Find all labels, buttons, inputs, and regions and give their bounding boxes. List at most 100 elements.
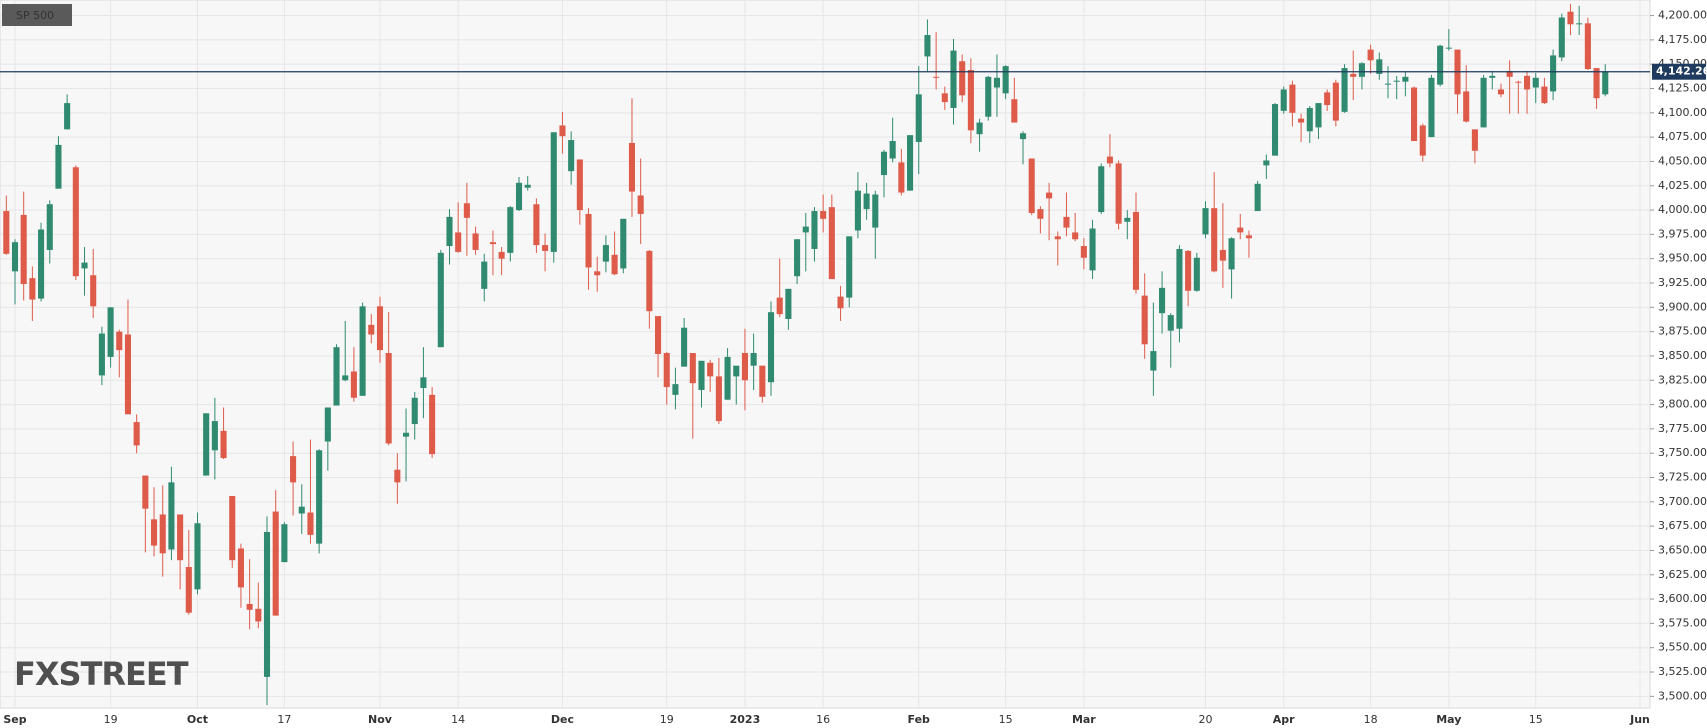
candle-body	[1046, 192, 1053, 199]
candle-body	[1419, 125, 1426, 156]
x-tick-label: 15	[1529, 713, 1543, 726]
candle-body	[1306, 107, 1313, 132]
candle-body	[1271, 104, 1279, 156]
candle-body	[38, 229, 45, 299]
candle-body	[29, 278, 36, 300]
y-tick-label: 3,600.00	[1658, 592, 1707, 605]
y-tick-label: 4,175.00	[1658, 33, 1707, 46]
candle-body	[324, 407, 331, 442]
x-tick-label: Dec	[551, 713, 574, 726]
candle-body	[1228, 238, 1235, 270]
candle-body	[298, 506, 305, 514]
candle-body	[837, 296, 844, 309]
y-tick-label: 3,675.00	[1658, 519, 1707, 532]
candle-body	[750, 353, 757, 366]
candle-body	[64, 103, 71, 130]
candle-body	[1602, 71, 1609, 95]
candle-body	[967, 70, 974, 131]
x-tick-label: Apr	[1273, 713, 1295, 726]
candle-body	[429, 394, 436, 455]
y-tick-label: 4,050.00	[1658, 154, 1707, 167]
candle-body	[985, 76, 992, 117]
candle-body	[889, 141, 896, 159]
candle-body	[776, 297, 783, 315]
candle-body	[1298, 118, 1305, 123]
candle-body	[394, 469, 401, 483]
y-tick-label: 3,625.00	[1658, 568, 1707, 581]
candle-body	[376, 306, 384, 351]
candle-body	[898, 162, 905, 193]
candle-body	[785, 288, 792, 319]
candle-body	[637, 195, 644, 214]
candle-body	[116, 331, 123, 351]
candle-body	[568, 140, 575, 172]
candle-body	[1358, 63, 1365, 77]
candle-body	[281, 524, 288, 563]
symbol-badge	[2, 4, 72, 26]
candle-body	[1219, 249, 1226, 261]
x-tick-label: Sep	[3, 713, 26, 726]
candle-body	[811, 211, 818, 249]
y-tick-label: 3,575.00	[1658, 616, 1707, 629]
candle-body	[194, 523, 201, 590]
candle-body	[794, 239, 801, 277]
candle-body	[237, 548, 244, 588]
candle-body	[1576, 23, 1583, 25]
candle-body	[1072, 232, 1079, 240]
candle-body	[724, 356, 731, 400]
candle-body	[576, 159, 583, 211]
plot-area	[0, 0, 1651, 709]
x-tick-label: Oct	[187, 713, 208, 726]
candle-body	[733, 365, 740, 377]
candle-body	[359, 306, 366, 396]
candle-body	[915, 94, 922, 142]
candle-body	[802, 226, 809, 233]
candle-body	[1124, 217, 1131, 222]
candle-body	[611, 254, 618, 275]
candle-body	[290, 456, 297, 483]
candle-body	[107, 307, 114, 357]
candle-body	[1393, 80, 1400, 82]
candle-body	[403, 432, 410, 437]
candle-body	[142, 475, 149, 509]
candle-body	[1159, 287, 1166, 314]
candle-body	[272, 511, 279, 616]
candle-body	[81, 262, 88, 269]
candle-body	[55, 144, 62, 189]
candle-body	[820, 211, 827, 219]
x-tick-label: Feb	[908, 713, 931, 726]
candle-body	[924, 35, 931, 57]
x-tick-label: 18	[1364, 713, 1378, 726]
candle-body	[1402, 76, 1409, 82]
chart-title: SP 500	[16, 9, 54, 22]
candles	[0, 3, 1650, 706]
x-tick-label: Jun	[1629, 713, 1650, 726]
candle-body	[681, 327, 688, 367]
candle-body	[507, 207, 514, 253]
candle-body	[185, 566, 192, 613]
candle-body	[1011, 99, 1018, 123]
candle-body	[1176, 248, 1183, 329]
candle-body	[1324, 92, 1331, 106]
candle-body	[542, 245, 549, 251]
candle-body	[1089, 228, 1096, 271]
candle-body	[1445, 47, 1452, 49]
candle-body	[1515, 81, 1522, 83]
candle-body	[741, 353, 748, 381]
candle-body	[1550, 55, 1557, 92]
candle-body	[672, 384, 679, 395]
candle-body	[689, 353, 696, 384]
candle-body	[1341, 68, 1348, 112]
candle-body	[90, 275, 97, 307]
x-tick-label: 14	[451, 713, 465, 726]
x-tick-label: 19	[660, 713, 674, 726]
candle-body	[1376, 59, 1383, 74]
y-tick-label: 4,125.00	[1658, 82, 1707, 95]
candle-body	[333, 347, 340, 406]
candle-body	[515, 182, 523, 211]
y-tick-label: 3,875.00	[1658, 325, 1707, 338]
candle-body	[559, 125, 566, 137]
candle-body	[1411, 87, 1418, 142]
y-tick-label: 3,700.00	[1658, 495, 1707, 508]
